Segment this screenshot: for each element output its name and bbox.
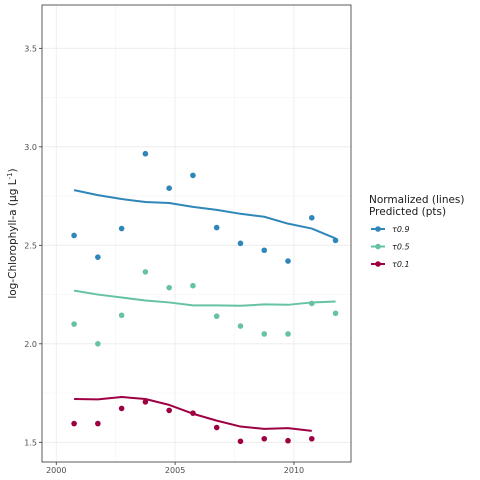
y-axis-title-prefix: log-Chlorophyll-a ( [7,202,19,299]
legend-label: τ0.1 [392,260,410,269]
major-gridlines [42,5,351,462]
series-point [71,420,77,427]
series-point [142,269,149,275]
series-line [73,289,336,307]
series-point [142,399,149,405]
series-point [213,224,220,231]
series-point [118,312,125,319]
series-point [261,247,268,254]
series-point [190,172,196,179]
series-point [285,437,291,444]
y-axis-title-suffix: ) [7,168,19,172]
legend-key-point [375,261,381,267]
y-tick-label: 1.5 [24,438,37,447]
plot-border [41,4,352,463]
legend-title-line1: Normalized (lines) [369,194,465,206]
series-layer [71,150,339,445]
series-point [285,258,291,264]
y-tick-label: 2.0 [24,340,37,349]
y-axis-title-unit: μg L [7,179,19,202]
x-tick-label: 2010 [284,466,304,475]
series-2 [71,269,339,347]
series-point [166,185,172,191]
series-1 [71,150,339,264]
series-point [95,420,101,427]
series-point [213,313,220,320]
y-axis-title: log-Chlorophyll-a (μg L-1) [6,168,19,298]
legend-key-point [375,226,381,232]
series-point [261,331,268,337]
series-point [166,284,172,291]
series-point [261,435,268,442]
series-point [308,300,315,307]
series-3 [71,396,315,445]
series-point [166,407,172,414]
series-point [285,331,291,337]
series-point [332,237,339,244]
x-tick-label: 2000 [46,466,66,475]
series-point [190,410,196,416]
y-tick-label: 3.5 [24,44,37,53]
series-point [308,435,315,442]
y-tick-label: 3.0 [24,143,37,152]
x-tick-label: 2005 [165,466,185,475]
legend-label: τ0.5 [392,243,410,252]
series-point [142,150,149,157]
series-point [190,282,196,289]
y-axis: 1.5 2.0 2.5 3.0 3.5 [24,44,42,447]
series-point [118,405,125,412]
series-point [237,323,244,329]
legend: Normalized (lines) Predicted (pts) τ0.9 τ… [369,194,465,269]
plot-panel [42,5,351,462]
legend-title-line2: Predicted (pts) [369,206,446,218]
series-point [95,254,101,260]
y-axis-title-sup: -1 [6,172,14,179]
series-line [73,189,336,240]
series-point [95,341,101,347]
y-tick-label: 2.5 [24,241,37,250]
series-point [71,232,77,239]
series-point [332,310,339,317]
series-point [237,240,244,247]
series-point [71,321,77,327]
legend-key-point [375,243,381,250]
legend-label: τ0.9 [392,225,410,234]
x-axis: 2000 2005 2010 [46,462,304,475]
series-point [308,214,315,221]
series-point [237,438,244,445]
series-point [213,424,220,431]
series-point [118,225,125,232]
